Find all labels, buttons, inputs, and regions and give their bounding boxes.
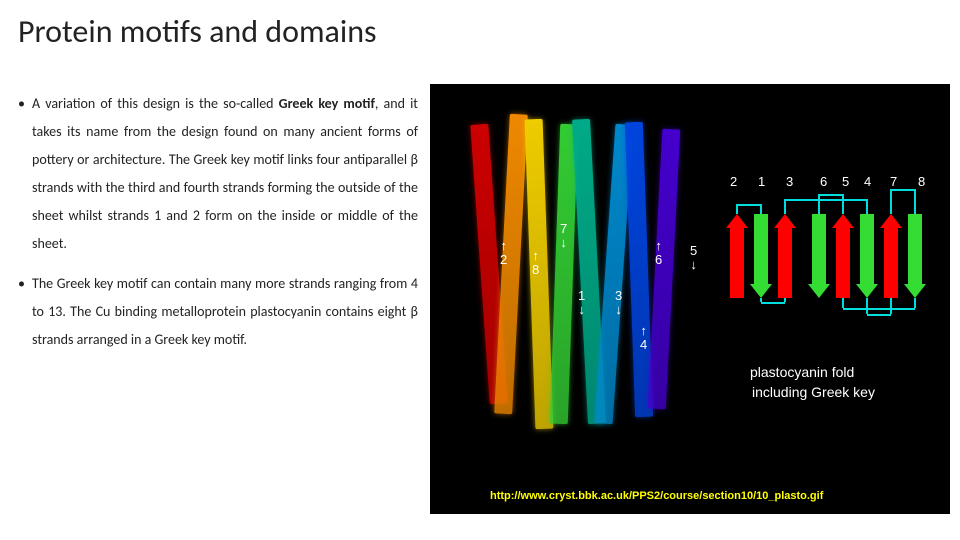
schematic-number: 4 xyxy=(864,174,871,189)
connector xyxy=(736,204,738,214)
connector xyxy=(760,204,762,214)
figure-source-url: http://www.cryst.bbk.ac.uk/PPS2/course/s… xyxy=(490,490,823,502)
bullet-2: • The Greek key motif can contain many m… xyxy=(18,270,418,354)
body-text: • A variation of this design is the so-c… xyxy=(18,90,418,366)
figure-panel: 2 1 3 654 7 8 plastocyanin fold including Gre… xyxy=(430,84,950,514)
schematic-number: 3 xyxy=(786,174,793,189)
strand-label: ↑ 4 xyxy=(640,324,647,353)
schematic-number: 1 xyxy=(758,174,765,189)
strand-label: ↑ 6 xyxy=(655,239,662,268)
strand-label: ↑ 8 xyxy=(532,249,539,278)
connector xyxy=(760,298,762,302)
strand-label: 1 ↓ xyxy=(578,289,585,318)
schematic-arrow xyxy=(754,214,768,298)
schematic-arrow xyxy=(884,214,898,298)
greek-key-schematic: 2 1 3 654 7 8 xyxy=(730,174,940,354)
bullet-dot: • xyxy=(18,90,32,258)
caption-line-2: including Greek key xyxy=(752,384,875,400)
connector xyxy=(866,298,868,314)
schematic-arrow xyxy=(778,214,792,298)
connector xyxy=(819,194,843,196)
connector xyxy=(761,302,785,304)
connector xyxy=(914,298,916,308)
bullet-1: • A variation of this design is the so-c… xyxy=(18,90,418,258)
schematic-number: 6 xyxy=(820,174,827,189)
p1-bold: Greek key motif xyxy=(279,95,375,112)
p1-b: , and it takes its name from the design … xyxy=(32,95,418,252)
schematic-arrow xyxy=(730,214,744,298)
strand-label: 3 ↓ xyxy=(615,289,622,318)
connector xyxy=(737,204,761,206)
ribbon-strand xyxy=(648,129,681,410)
schematic-number: 7 xyxy=(890,174,897,189)
protein-ribbon-diagram xyxy=(440,94,700,464)
connector xyxy=(867,314,891,316)
strand-label: 5 ↓ xyxy=(690,244,697,273)
page-title: Protein motifs and domains xyxy=(18,12,377,51)
connector xyxy=(914,189,916,214)
p1-a: A variation of this design is the so-cal… xyxy=(32,95,279,112)
schematic-arrow xyxy=(812,214,826,298)
schematic-arrow xyxy=(836,214,850,298)
bullet-dot: • xyxy=(18,270,32,354)
connector xyxy=(890,298,892,314)
schematic-number: 2 xyxy=(730,174,737,189)
schematic-arrow xyxy=(908,214,922,298)
strand-label: ↑ 2 xyxy=(500,239,507,268)
connector xyxy=(866,199,868,214)
connector xyxy=(843,308,915,310)
schematic-number: 8 xyxy=(918,174,925,189)
caption-line-1: plastocyanin fold xyxy=(750,364,854,380)
connector xyxy=(842,194,844,214)
connector xyxy=(784,199,786,214)
connector xyxy=(784,298,786,302)
connector xyxy=(890,189,892,214)
connector xyxy=(785,199,867,201)
schematic-arrow xyxy=(860,214,874,298)
bullet-1-text: A variation of this design is the so-cal… xyxy=(32,90,418,258)
connector xyxy=(891,189,915,191)
strand-label: 7 ↓ xyxy=(560,222,567,251)
connector xyxy=(842,298,844,308)
bullet-2-text: The Greek key motif can contain many mor… xyxy=(32,270,418,354)
connector xyxy=(818,194,820,214)
schematic-number: 5 xyxy=(842,174,849,189)
